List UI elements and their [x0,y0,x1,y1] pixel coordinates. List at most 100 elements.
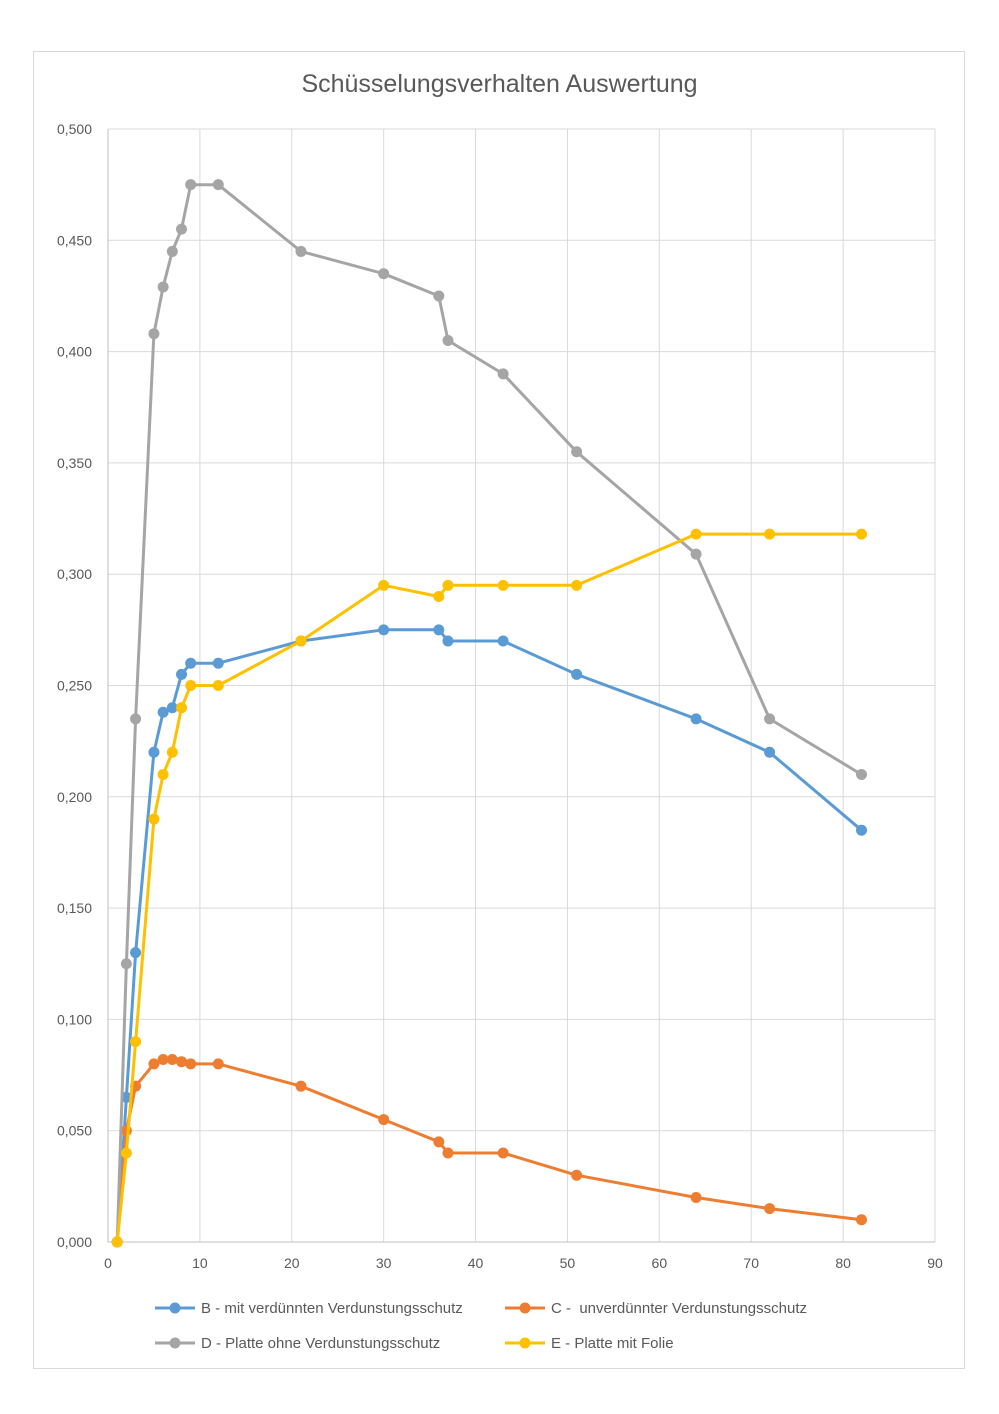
data-point [442,579,454,591]
data-point [855,528,867,540]
y-tick-label: 0,100 [57,1011,92,1027]
data-point [433,624,445,636]
data-point [433,1136,445,1148]
data-point [442,635,454,647]
data-point [764,746,776,758]
data-point [212,680,224,691]
data-point [185,680,197,691]
y-tick-label: 0,450 [57,232,92,248]
y-tick-label: 0,350 [57,455,92,471]
data-point [176,1056,188,1068]
legend-label: C - unverdünnter Verdunstungsschutz [551,1300,807,1317]
data-point [166,1053,178,1065]
data-point [497,635,509,647]
y-tick-label: 0,250 [57,678,92,694]
series-line [115,183,863,1243]
x-tick-label: 90 [927,1255,943,1271]
data-point [176,668,188,680]
data-point [855,824,867,836]
data-point [571,668,583,680]
data-point [295,1080,307,1092]
data-point [157,281,169,293]
data-point [497,1147,509,1159]
series-2 [111,179,867,1248]
data-point [690,1191,702,1203]
data-point [120,1091,132,1103]
data-point [212,657,224,669]
data-point [166,245,178,257]
data-point [130,1036,142,1048]
data-point [111,1236,123,1248]
data-point [176,223,188,235]
legend-marker [519,1337,531,1349]
data-point [764,713,776,725]
data-point [497,579,509,591]
data-point [571,579,583,591]
data-point [176,702,188,714]
x-tick-label: 40 [468,1255,484,1271]
data-point [855,1214,867,1226]
x-tick-label: 20 [284,1255,300,1271]
data-point [433,290,445,302]
legend-entry: E - Platte mit Folie [505,1335,674,1352]
data-point [855,769,867,781]
data-point [571,446,583,458]
y-tick-label: 0,050 [57,1123,92,1139]
legend-marker [169,1302,181,1314]
legend-marker [169,1337,181,1349]
y-tick-label: 0,300 [57,566,92,582]
x-tick-label: 70 [743,1255,759,1271]
series-line [115,628,863,1243]
legend-label: D - Platte ohne Verdunstungsschutz [201,1335,440,1352]
series-line [115,1058,862,1243]
data-point [120,1147,132,1159]
data-point [690,548,702,560]
x-tick-label: 10 [192,1255,208,1271]
data-point [378,624,390,636]
data-point [212,179,224,191]
data-point [295,245,307,257]
y-tick-label: 0,150 [57,900,92,916]
y-tick-label: 0,400 [57,344,92,360]
series-1 [111,1053,867,1248]
y-tick-label: 0,500 [57,121,92,137]
data-point [690,528,702,540]
data-point [120,958,132,970]
data-point [690,713,702,725]
data-point [185,179,197,191]
data-point [764,528,776,540]
y-tick-label: 0,200 [57,789,92,805]
data-point [378,1114,390,1126]
x-tick-label: 30 [376,1255,392,1271]
data-point [571,1169,583,1181]
data-point [157,1053,169,1065]
chart-title: Schüsselungsverhalten Auswertung [301,70,698,98]
data-point [130,947,142,959]
x-tick-label: 80 [835,1255,851,1271]
legend-marker [519,1302,531,1314]
x-tick-label: 0 [104,1255,112,1271]
legend-entry: B - mit verdünnten Verdunstungsschutz [155,1300,463,1317]
legend-entry: C - unverdünnter Verdunstungsschutz [505,1300,807,1317]
legend-entry: D - Platte ohne Verdunstungsschutz [155,1335,440,1352]
data-point [120,1125,132,1137]
data-point [185,1058,197,1070]
y-tick-label: 0,000 [57,1234,92,1250]
data-point [166,702,178,714]
data-point [185,657,197,669]
series-line [115,532,862,1243]
x-tick-label: 60 [652,1255,668,1271]
data-point [497,368,509,380]
data-point [212,1058,224,1070]
data-point [442,1147,454,1159]
legend-label: E - Platte mit Folie [551,1335,674,1352]
data-point [433,590,445,602]
data-point [764,1203,776,1215]
series-3 [111,528,867,1248]
data-point [148,328,160,340]
data-point [378,268,390,280]
data-point [148,1058,160,1070]
data-point [157,706,169,718]
data-point [157,769,169,781]
